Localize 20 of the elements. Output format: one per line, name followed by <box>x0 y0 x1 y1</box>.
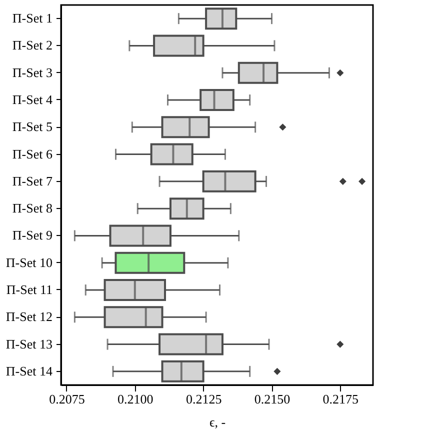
y-tick-label: Π-Set 10 <box>6 254 52 270</box>
y-tick-label: Π-Set 11 <box>6 282 52 297</box>
y-tick-label: Π-Set 13 <box>6 336 52 352</box>
y-tick-label: Π-Set 3 <box>12 64 52 80</box>
x-tick-label: 0.2100 <box>118 392 154 406</box>
x-tick-label: 0.2075 <box>49 392 85 406</box>
x-tick-label: 0.2175 <box>322 392 359 406</box>
y-tick-label: Π-Set 2 <box>12 38 52 53</box>
y-tick-label: Π-Set 5 <box>12 119 52 134</box>
y-tick-label: Π-Set 8 <box>12 200 52 216</box>
x-tick-label: 0.2150 <box>254 392 290 406</box>
y-tick-label: Π-Set 6 <box>12 146 53 162</box>
y-tick-label: Π-Set 12 <box>6 309 52 324</box>
y-tick-label: Π-Set 14 <box>6 363 53 378</box>
y-tick-label: Π-Set 7 <box>12 173 53 188</box>
y-tick-label: Π-Set 1 <box>12 10 52 26</box>
x-axis-title: ϵ, - <box>209 414 226 430</box>
y-tick-label: Π-Set 4 <box>12 92 53 107</box>
x-tick-label: 0.2125 <box>186 392 222 406</box>
y-tick-label: Π-Set 9 <box>12 228 52 243</box>
